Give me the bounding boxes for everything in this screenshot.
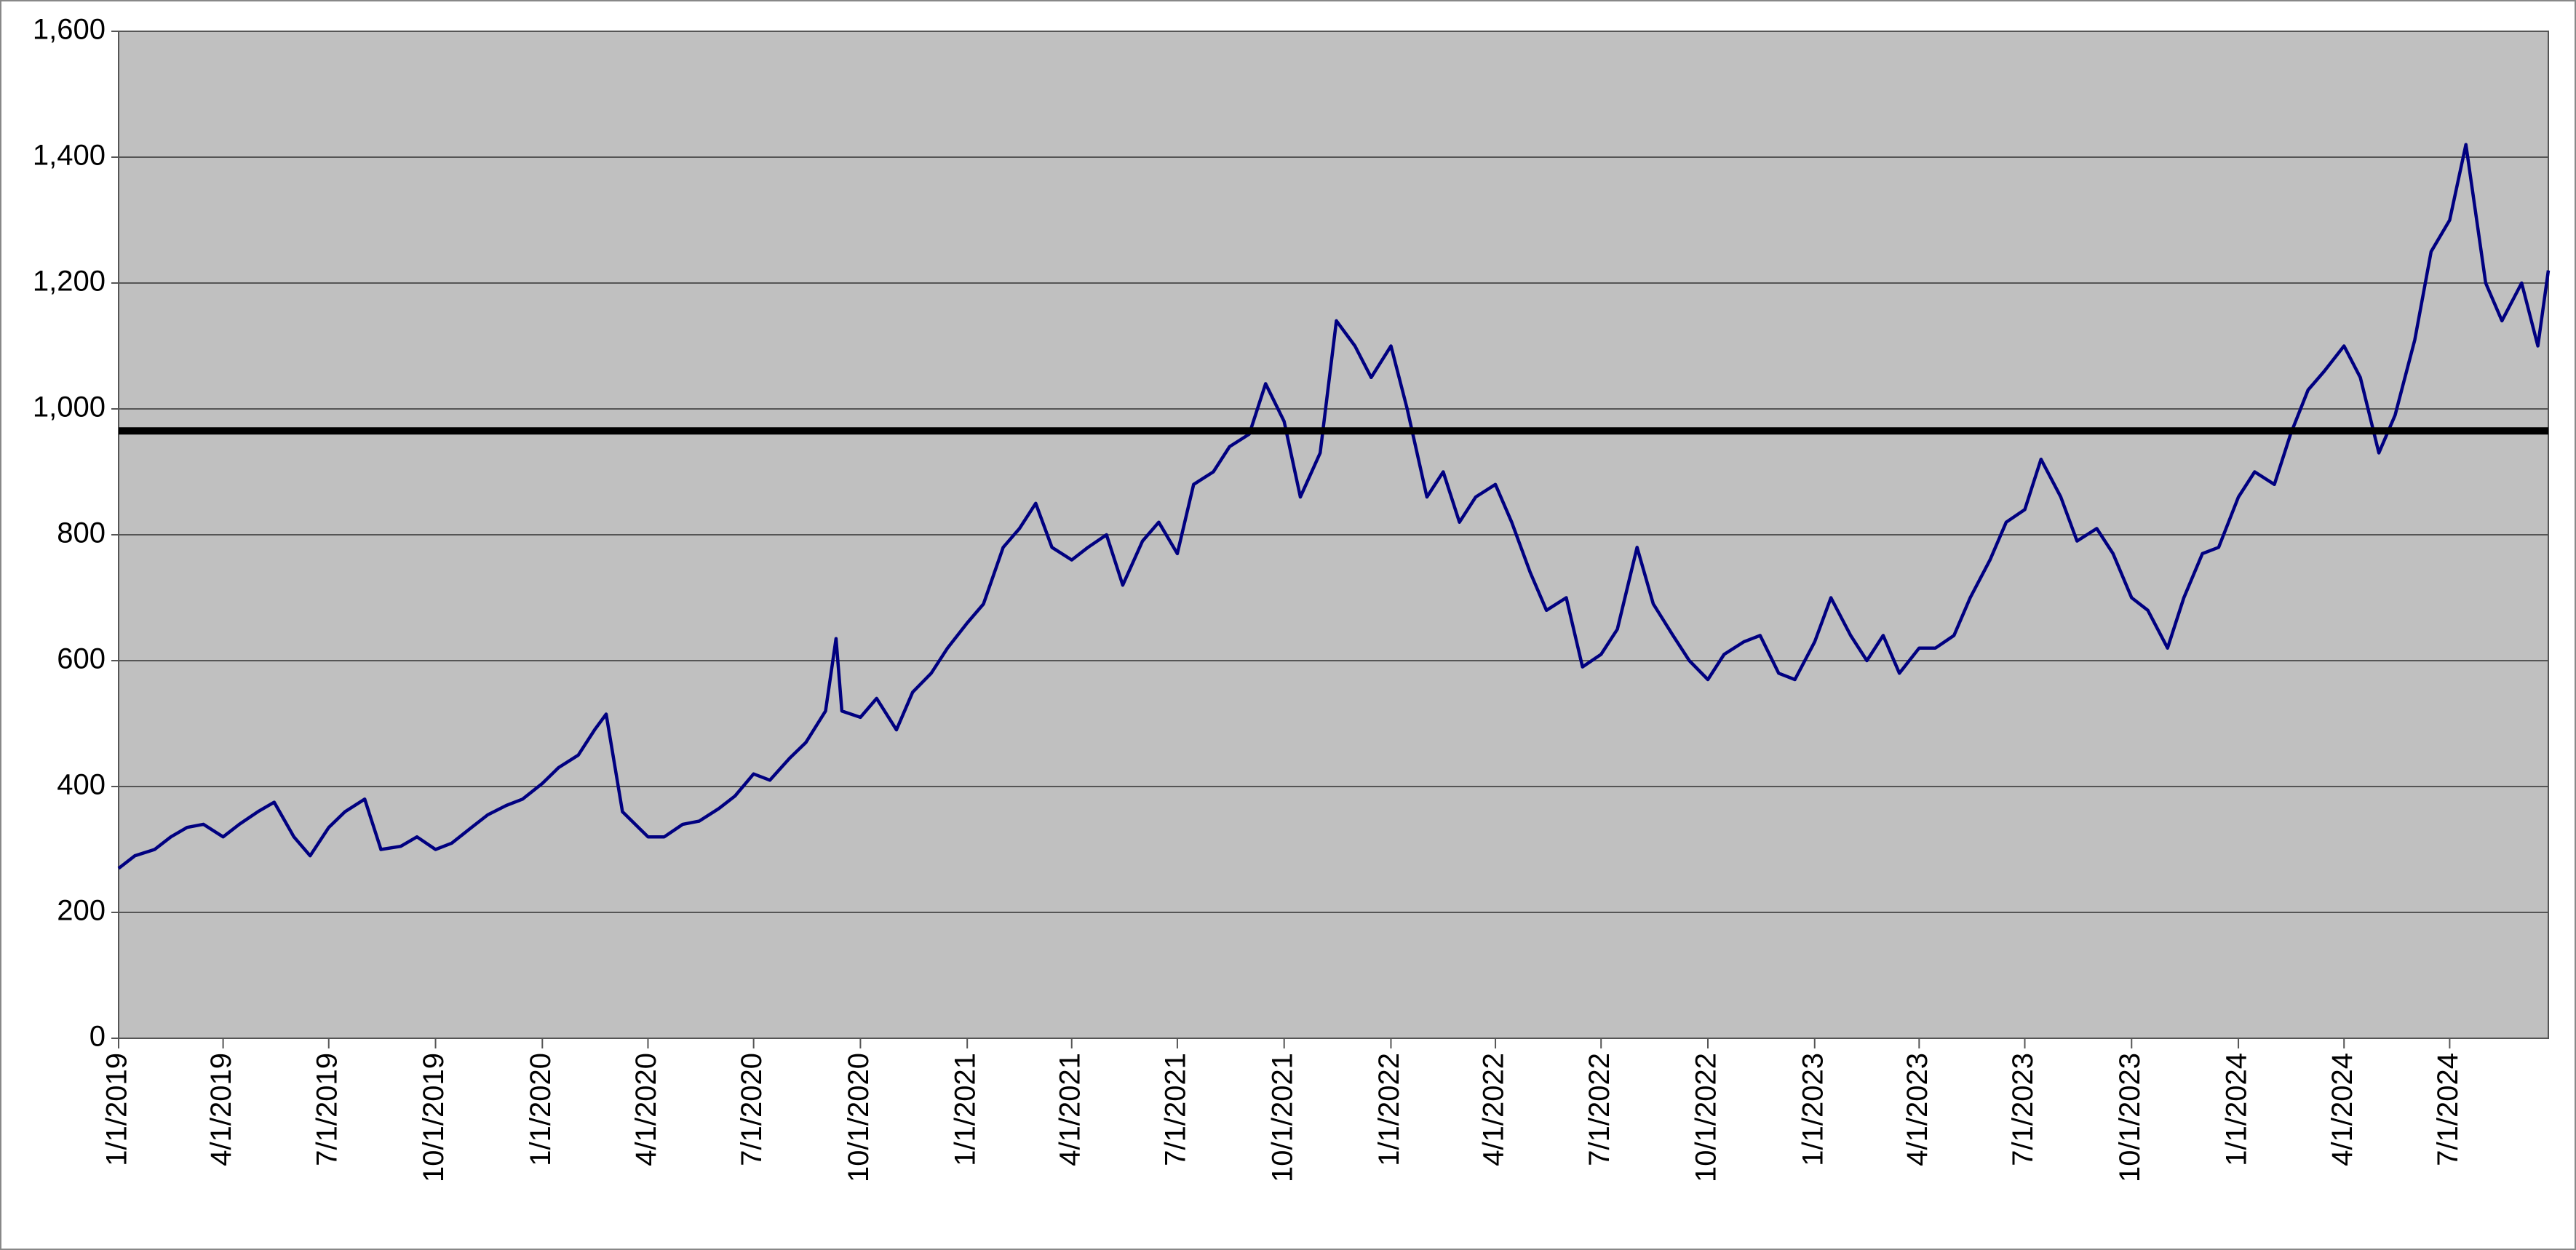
- x-tick-label: 10/1/2019: [418, 1053, 450, 1182]
- y-tick-label: 800: [57, 517, 106, 549]
- x-tick-label: 10/1/2022: [1690, 1053, 1722, 1182]
- y-tick-label: 1,600: [33, 14, 106, 46]
- y-tick-label: 1,000: [33, 391, 106, 423]
- x-tick-label: 4/1/2024: [2326, 1053, 2358, 1166]
- x-tick-label: 1/1/2022: [1373, 1053, 1405, 1166]
- y-tick-label: 0: [90, 1021, 106, 1053]
- y-tick-label: 400: [57, 769, 106, 801]
- x-tick-label: 10/1/2020: [843, 1053, 875, 1182]
- x-tick-label: 7/1/2023: [2007, 1053, 2039, 1166]
- x-tick-label: 1/1/2024: [2221, 1053, 2253, 1166]
- x-tick-label: 1/1/2020: [525, 1053, 557, 1166]
- x-tick-label: 7/1/2020: [736, 1053, 768, 1166]
- data-line: [117, 143, 2551, 870]
- y-tick-label: 1,400: [33, 140, 106, 172]
- x-tick-label: 7/1/2021: [1159, 1053, 1191, 1166]
- y-tick-label: 600: [57, 643, 106, 675]
- x-tick-label: 7/1/2019: [311, 1053, 343, 1166]
- x-tick-label: 10/1/2023: [2114, 1053, 2146, 1182]
- x-tick-label: 10/1/2021: [1266, 1053, 1298, 1182]
- x-tick-label: 4/1/2020: [630, 1053, 662, 1166]
- x-tick-label: 4/1/2022: [1478, 1053, 1510, 1166]
- x-tick-label: 7/1/2022: [1583, 1053, 1615, 1166]
- y-tick-label: 1,200: [33, 266, 106, 298]
- x-tick-label: 1/1/2021: [950, 1053, 982, 1166]
- x-tick-label: 4/1/2019: [205, 1053, 237, 1166]
- x-tick-label: 4/1/2021: [1054, 1053, 1086, 1166]
- x-tick-label: 1/1/2023: [1797, 1053, 1829, 1166]
- x-tick-label: 7/1/2024: [2432, 1053, 2464, 1166]
- y-tick-label: 200: [57, 895, 106, 927]
- x-tick-label: 1/1/2019: [101, 1053, 133, 1166]
- x-tick-label: 4/1/2023: [1901, 1053, 1933, 1166]
